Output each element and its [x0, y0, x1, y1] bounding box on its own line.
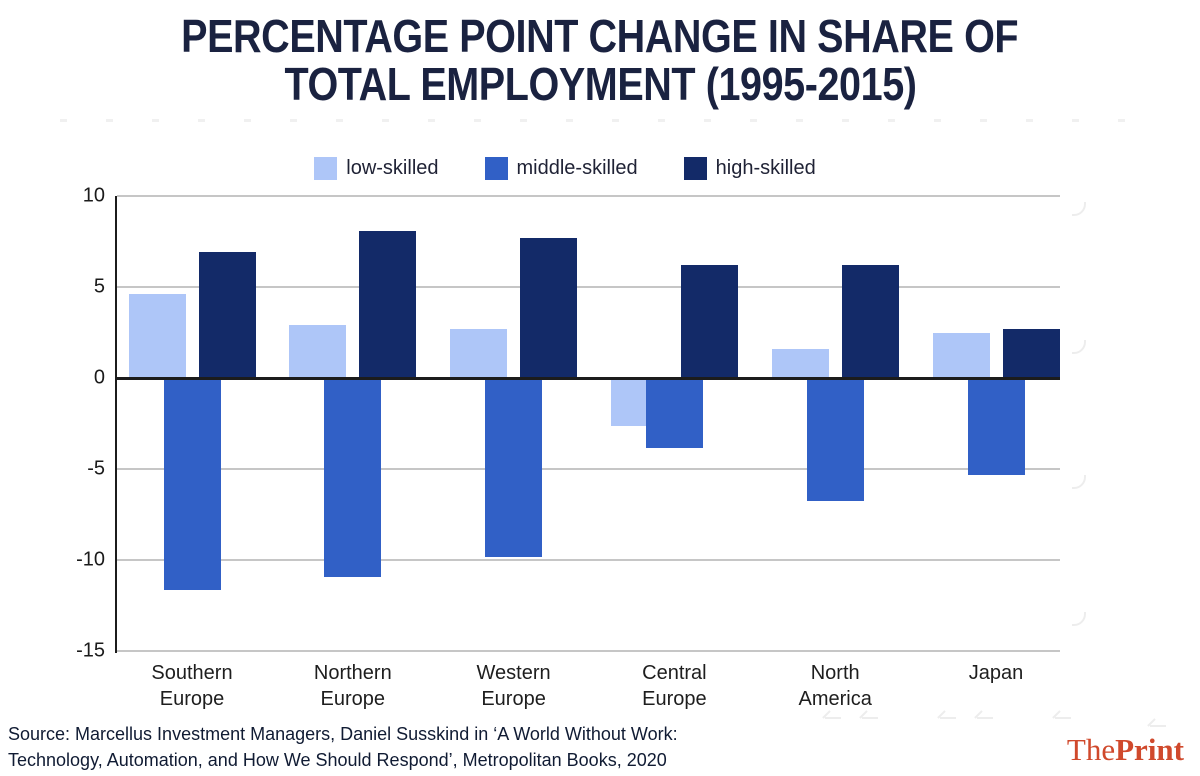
y-axis-line: [115, 196, 117, 653]
watermark-mark: [825, 717, 841, 726]
watermark-mark: [977, 717, 993, 726]
source-note-line2: Technology, Automation, and How We Shoul…: [8, 750, 667, 770]
bar-low-skilled-western-europe: [450, 328, 508, 378]
zero-baseline: [117, 377, 1060, 380]
y-tick-label-10: 10: [82, 184, 105, 207]
bar-middle-skilled-north-america: [806, 379, 864, 501]
legend-item-high-skilled: high-skilled: [683, 157, 816, 180]
bar-low-skilled-northern-europe: [289, 325, 347, 378]
legend-item-low-skilled: low-skilled: [314, 157, 439, 180]
bar-middle-skilled-western-europe: [485, 379, 543, 558]
bar-high-skilled-northern-europe: [359, 230, 417, 378]
y-tick-label-0: 0: [93, 366, 105, 389]
legend-label-low-skilled: low-skilled: [346, 157, 439, 179]
legend-item-middle-skilled: middle-skilled: [484, 157, 638, 180]
source-note: Source: Marcellus Investment Managers, D…: [8, 721, 678, 773]
watermark-mark: [1072, 475, 1086, 489]
category-label-southern-europe: Southern Europe: [151, 662, 233, 710]
legend-swatch-low-skilled: [314, 157, 338, 180]
legend-label-high-skilled: high-skilled: [715, 157, 816, 179]
gridline-10: [117, 195, 1060, 197]
gridline--15: [117, 650, 1060, 652]
watermark-mark: [940, 717, 956, 726]
theprint-logo: ThePrint: [1067, 734, 1184, 766]
source-note-line1: Source: Marcellus Investment Managers, D…: [8, 724, 678, 744]
bar-high-skilled-north-america: [841, 265, 899, 378]
theprint-logo-print: Print: [1115, 732, 1184, 767]
bar-high-skilled-western-europe: [520, 237, 578, 378]
bar-high-skilled-japan: [1002, 328, 1060, 378]
gridline--5: [117, 468, 1060, 470]
bar-middle-skilled-japan: [967, 379, 1025, 476]
bar-low-skilled-north-america: [771, 348, 829, 378]
category-label-western-europe: Western Europe: [476, 662, 551, 710]
y-tick-label--15: -15: [76, 639, 105, 662]
chart-legend: low-skilled middle-skilled high-skilled: [0, 157, 1130, 180]
bar-high-skilled-southern-europe: [198, 252, 256, 378]
legend-label-middle-skilled: middle-skilled: [516, 157, 638, 179]
watermark-mark: [1072, 202, 1086, 216]
bar-low-skilled-southern-europe: [128, 294, 186, 378]
chart-title-line1: PERCENTAGE POINT CHANGE IN SHARE OF: [181, 10, 1019, 62]
category-label-japan: Japan: [968, 662, 1024, 684]
bar-middle-skilled-northern-europe: [324, 379, 382, 578]
category-label-central-europe: Central Europe: [642, 662, 707, 710]
bar-middle-skilled-southern-europe: [163, 379, 221, 591]
bar-high-skilled-central-europe: [680, 265, 738, 378]
legend-swatch-high-skilled: [683, 157, 707, 180]
category-label-northern-europe: Northern Europe: [313, 662, 392, 710]
y-tick-label-5: 5: [93, 275, 105, 298]
chart-title-line2: TOTAL EMPLOYMENT (1995-2015): [283, 58, 917, 110]
y-tick-label--10: -10: [76, 548, 105, 571]
watermark-mark: [1150, 725, 1166, 734]
watermark-band: [60, 119, 1140, 122]
bar-chart-plot-area: 10 5 0 -5 -10 -15 Southern Europe Northern Euro…: [76, 185, 1060, 710]
gridline-5: [117, 286, 1060, 288]
legend-swatch-middle-skilled: [484, 157, 508, 180]
y-tick-label--5: -5: [87, 457, 105, 480]
theprint-logo-the: The: [1066, 732, 1116, 767]
category-label-north-america: North America: [798, 662, 872, 710]
watermark-mark: [1072, 340, 1086, 354]
bar-low-skilled-japan: [932, 332, 990, 378]
chart-title: PERCENTAGE POINT CHANGE IN SHARE OF TOTAL…: [0, 12, 1200, 108]
watermark-mark: [862, 717, 878, 726]
watermark-mark: [1055, 717, 1071, 726]
bar-middle-skilled-central-europe: [645, 379, 703, 449]
watermark-mark: [1072, 612, 1086, 626]
gridline--10: [117, 559, 1060, 561]
